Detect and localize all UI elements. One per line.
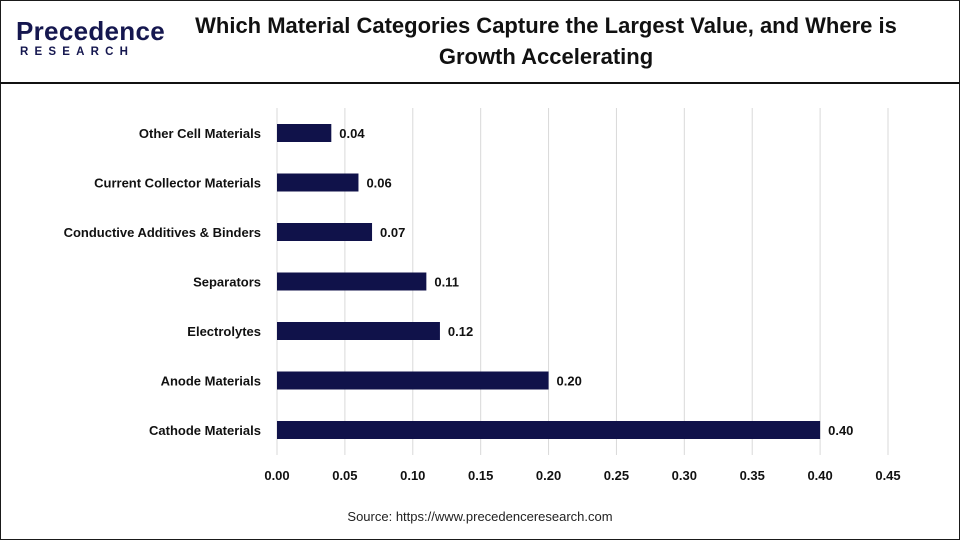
source-note: Source: https://www.precedenceresearch.c… bbox=[347, 509, 613, 524]
bar bbox=[277, 223, 373, 241]
brand-tagline: RESEARCH bbox=[20, 46, 135, 58]
bar bbox=[277, 371, 549, 390]
chart-title: Which Material Categories Capture the La… bbox=[195, 13, 897, 69]
brand-logo: Precedence RESEARCH bbox=[16, 16, 165, 66]
x-tick-label: 0.25 bbox=[604, 468, 629, 483]
data-label: 0.12 bbox=[448, 324, 473, 339]
bar bbox=[277, 322, 440, 340]
data-label: 0.06 bbox=[366, 176, 391, 191]
x-tick-label: 0.35 bbox=[740, 468, 765, 483]
data-label: 0.07 bbox=[380, 225, 405, 240]
x-tick-label: 0.00 bbox=[264, 468, 289, 483]
header: Precedence RESEARCH Which Material Categ… bbox=[0, 0, 960, 84]
bar bbox=[277, 272, 427, 291]
x-tick-label: 0.15 bbox=[468, 468, 493, 483]
data-label: 0.04 bbox=[339, 126, 365, 141]
category-label: Electrolytes bbox=[187, 324, 261, 339]
data-label: 0.20 bbox=[557, 374, 582, 389]
x-tick-label: 0.20 bbox=[536, 468, 561, 483]
category-label: Current Collector Materials bbox=[94, 176, 261, 191]
x-tick-label: 0.10 bbox=[400, 468, 425, 483]
x-tick-label: 0.40 bbox=[807, 468, 832, 483]
category-label: Cathode Materials bbox=[149, 423, 261, 438]
brand-name: Precedence bbox=[16, 16, 165, 46]
x-tick-label: 0.05 bbox=[332, 468, 357, 483]
category-label: Conductive Additives & Binders bbox=[64, 225, 261, 240]
category-label: Anode Materials bbox=[161, 374, 261, 389]
category-label: Other Cell Materials bbox=[139, 126, 261, 141]
x-tick-label: 0.30 bbox=[672, 468, 697, 483]
category-label: Separators bbox=[193, 275, 261, 290]
bar bbox=[277, 421, 821, 439]
bar bbox=[277, 124, 332, 142]
data-label: 0.11 bbox=[434, 275, 459, 290]
data-label: 0.40 bbox=[828, 423, 853, 438]
x-tick-label: 0.45 bbox=[875, 468, 900, 483]
bar bbox=[277, 173, 359, 192]
